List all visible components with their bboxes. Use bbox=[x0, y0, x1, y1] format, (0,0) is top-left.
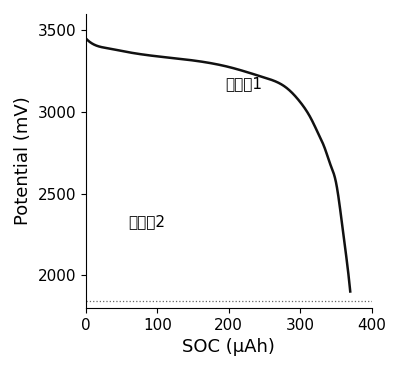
X-axis label: SOC (μAh): SOC (μAh) bbox=[182, 338, 275, 356]
Y-axis label: Potential (mV): Potential (mV) bbox=[14, 97, 32, 225]
Text: 実施例1: 実施例1 bbox=[225, 77, 262, 92]
Text: 比較例2: 比較例2 bbox=[129, 214, 166, 229]
